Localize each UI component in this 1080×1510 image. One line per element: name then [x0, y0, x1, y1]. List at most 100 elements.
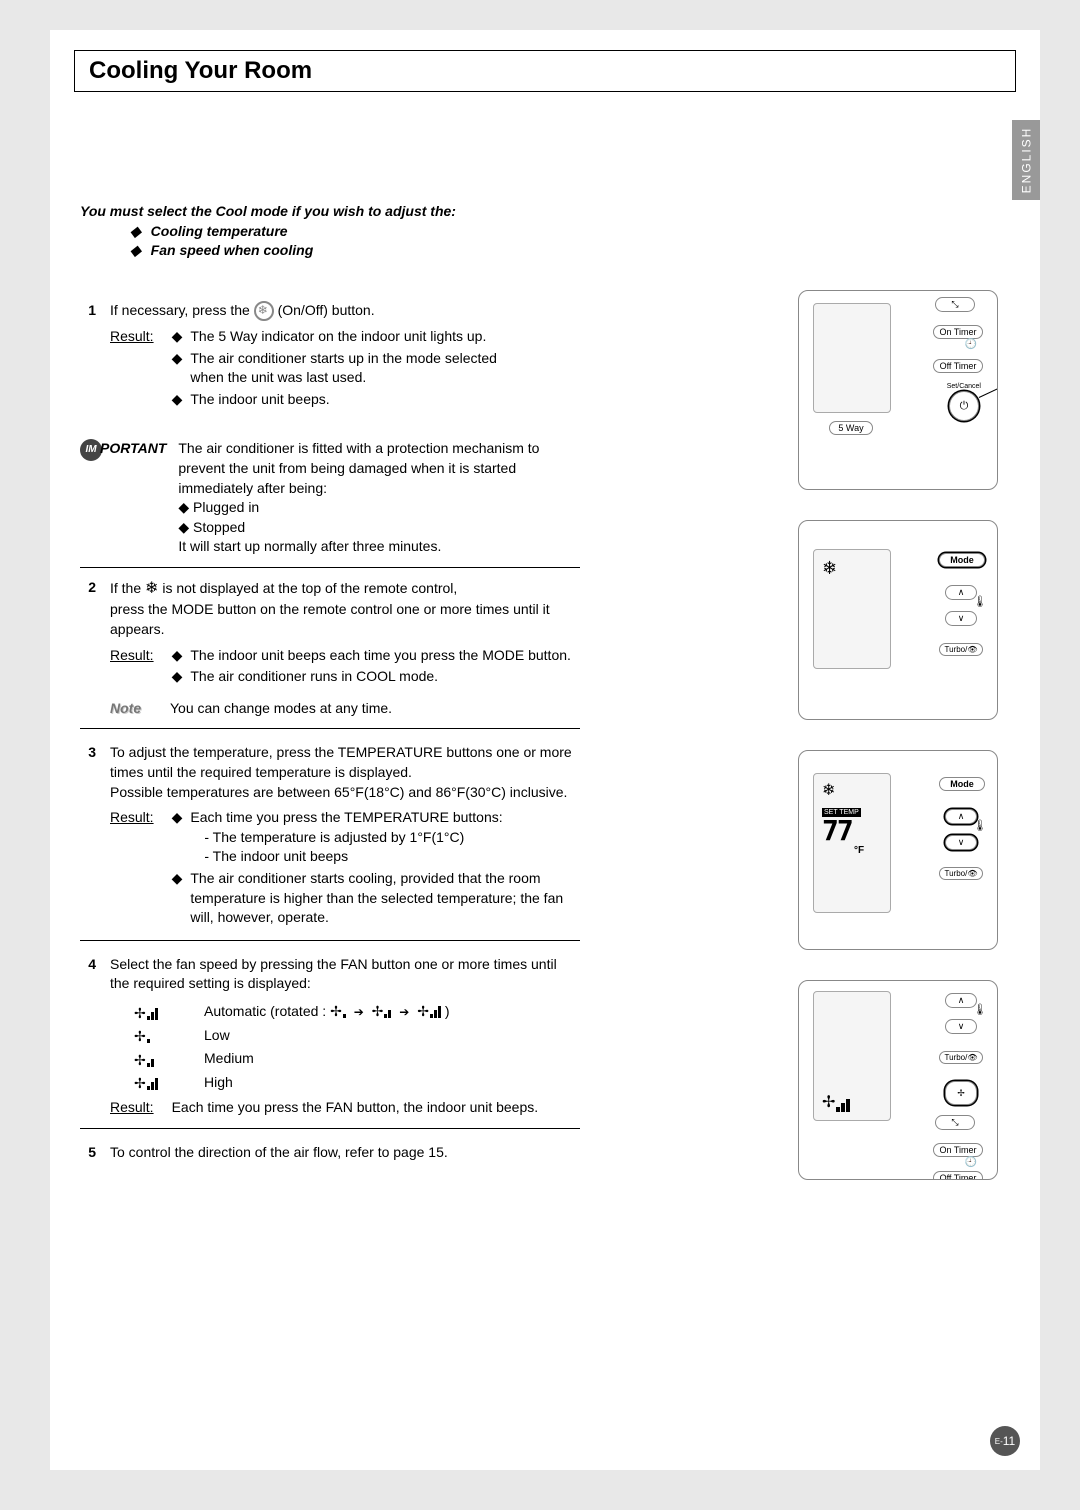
fan-label: Low — [204, 1026, 230, 1046]
mode-button: Mode — [939, 553, 985, 567]
remote-fig-1: 5 Way ⤡ On Timer Off Timer 🕘 ⏻ Set/Cance… — [798, 290, 998, 490]
fan-label: Medium — [204, 1049, 254, 1069]
turbo-label: Turbo/ — [945, 1053, 968, 1062]
temp-display: 77 — [822, 817, 882, 845]
page-number: 11 — [1003, 1434, 1015, 1448]
on-timer-button: On Timer — [933, 1143, 983, 1157]
important-block: IM PORTANT The air conditioner is fitted… — [80, 439, 580, 568]
step-4: 4 Select the fan speed by pressing the F… — [80, 945, 580, 1129]
intro-bullet: Cooling temperature — [151, 223, 288, 239]
result-item: The air conditioner starts cooling, prov… — [190, 869, 580, 928]
diamond-bullet: ◆ — [178, 519, 189, 535]
step3-text: To adjust the temperature, press the TEM… — [110, 743, 580, 782]
fan-med-icon: ✢ — [372, 1002, 392, 1018]
diamond-bullet: ◆ — [172, 349, 183, 388]
important-icon: IM — [80, 439, 102, 461]
intro-block: You must select the Cool mode if you wis… — [80, 202, 580, 261]
result-item: Each time you press the TEMPERATURE butt… — [190, 808, 502, 828]
important-text: The air conditioner is fitted with a pro… — [178, 439, 539, 459]
language-label: ENGLISH — [1019, 127, 1033, 194]
result-label: Result: — [110, 646, 154, 689]
result-sub: - The indoor unit beeps — [190, 847, 502, 867]
power-button: ⏻ — [949, 391, 979, 421]
step-number: 5 — [80, 1143, 96, 1163]
step1-text: If necessary, press the — [110, 302, 254, 318]
result-item: The 5 Way indicator on the indoor unit l… — [190, 327, 486, 347]
step-3: 3 To adjust the temperature, press the T… — [80, 733, 580, 940]
set-cancel-label: Set/Cancel — [947, 383, 981, 390]
temp-down-button: ∨ — [945, 1019, 977, 1034]
step-number: 2 — [80, 578, 96, 718]
fan-low-icon: ✢ — [330, 1002, 346, 1018]
result-item: The air conditioner starts up in the mod… — [190, 350, 497, 366]
diamond-bullet: ◆ — [172, 869, 183, 928]
remote-fig-2: ❄ Mode ∧ ∨ 🌡 Turbo/👁 — [798, 520, 998, 720]
diamond-bullet: ◆ — [172, 667, 183, 687]
snowflake-icon: ❄ — [822, 780, 882, 800]
on-timer-button: On Timer — [933, 325, 983, 339]
remote-fig-3: ❄ SET TEMP 77 °F Mode ∧ ∨ 🌡 Turbo/👁 — [798, 750, 998, 950]
title-bar: Cooling Your Room — [74, 50, 1016, 92]
off-timer-button: Off Timer — [933, 1171, 983, 1180]
result-item: The indoor unit beeps each time you pres… — [190, 646, 571, 666]
result-item: Each time you press the FAN button, the … — [172, 1098, 539, 1118]
fan-label: High — [204, 1073, 233, 1093]
step2-text: press the MODE button on the remote cont… — [110, 600, 580, 639]
result-label: Result: — [110, 808, 154, 930]
step-2: 2 If the ❄ is not displayed at the top o… — [80, 568, 580, 729]
diamond-bullet: ◆ — [178, 499, 189, 515]
step1-text: (On/Off) button. — [278, 302, 375, 318]
swing-button: ⤡ — [935, 297, 975, 312]
result-label: Result: — [110, 327, 154, 411]
note-label: Note — [110, 699, 160, 719]
five-way-button: 5 Way — [829, 421, 873, 435]
turbo-button: Turbo/👁 — [939, 867, 983, 880]
important-bullet: Plugged in — [193, 499, 259, 515]
fan-high-icon: ✢ — [134, 1074, 164, 1090]
diamond-bullet: ◆ — [172, 646, 183, 666]
step4-text: Select the fan speed by pressing the FAN… — [110, 955, 580, 994]
manual-page: Cooling Your Room ENGLISH You must selec… — [50, 30, 1040, 1470]
remote-illustrations: 5 Way ⤡ On Timer Off Timer 🕘 ⏻ Set/Cance… — [798, 290, 998, 1180]
turbo-button: Turbo/👁 — [939, 1051, 983, 1064]
page-number-badge: E-11 — [990, 1426, 1020, 1456]
result-item: The air conditioner runs in COOL mode. — [190, 667, 438, 687]
content-column: You must select the Cool mode if you wis… — [50, 92, 610, 1172]
important-text: It will start up normally after three mi… — [178, 537, 539, 557]
arrow-icon: ➔ — [399, 1005, 409, 1019]
result-label: Result: — [110, 1098, 154, 1118]
page-title: Cooling Your Room — [89, 57, 1001, 85]
fan-button: ✢ — [945, 1081, 977, 1105]
clock-icon: 🕘 — [965, 1157, 977, 1168]
snowflake-icon: ❄ — [145, 580, 158, 597]
thermometer-icon: 🌡 — [973, 819, 987, 832]
turbo-label: Turbo/ — [945, 645, 968, 654]
fan-label: ) — [445, 1003, 450, 1019]
diamond-bullet: ◆ — [172, 390, 183, 410]
important-text: prevent the unit from being damaged when… — [178, 459, 539, 479]
temp-down-button: ∨ — [945, 835, 977, 850]
result-sub: - The temperature is adjusted by 1°F(1°C… — [190, 828, 502, 848]
step-5: 5 To control the direction of the air fl… — [80, 1133, 580, 1173]
fan-auto-icon: ✢ — [134, 1004, 164, 1020]
step3-text: Possible temperatures are between 65°F(1… — [110, 783, 580, 803]
language-tab: ENGLISH — [1012, 120, 1040, 200]
note-text: You can change modes at any time. — [170, 699, 392, 719]
arrow-icon: ➔ — [354, 1005, 364, 1019]
off-timer-button: Off Timer — [933, 359, 983, 373]
step-number: 3 — [80, 743, 96, 929]
power-icon — [254, 301, 274, 321]
step-1: 1 If necessary, press the (On/Off) butto… — [80, 291, 580, 422]
diamond-bullet: ◆ — [130, 223, 141, 239]
diamond-bullet: ◆ — [130, 242, 141, 258]
important-text: immediately after being: — [178, 479, 539, 499]
intro-lead: You must select the Cool mode if you wis… — [80, 202, 580, 222]
thermometer-icon: 🌡 — [973, 1003, 987, 1016]
page-prefix: E- — [995, 1437, 1003, 1446]
turbo-button: Turbo/👁 — [939, 643, 983, 656]
diamond-bullet: ◆ — [172, 808, 183, 867]
step2-text: is not displayed at the top of the remot… — [162, 580, 457, 596]
snowflake-icon: ❄ — [814, 550, 890, 587]
intro-bullet: Fan speed when cooling — [151, 242, 314, 258]
important-bullet: Stopped — [193, 519, 245, 535]
